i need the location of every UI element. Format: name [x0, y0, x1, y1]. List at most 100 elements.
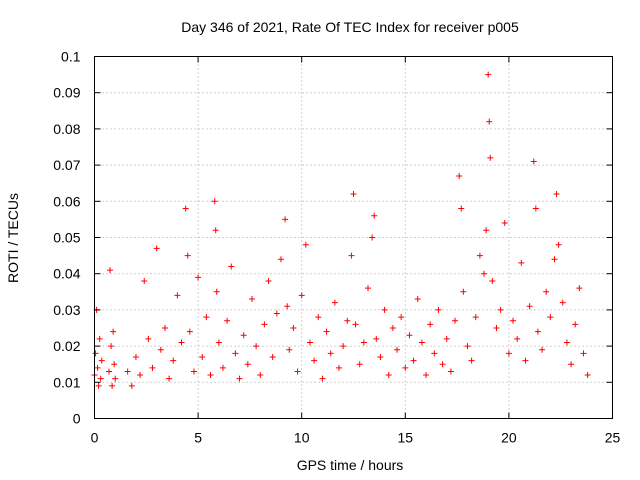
roti-point — [228, 263, 235, 270]
roti-point — [186, 328, 193, 335]
roti-point — [215, 339, 222, 346]
roti-point — [584, 372, 591, 379]
roti-point — [166, 375, 173, 382]
roti-point — [236, 375, 243, 382]
roti-point — [340, 343, 347, 350]
roti-point — [360, 339, 367, 346]
roti-point — [327, 350, 334, 357]
roti-point — [174, 292, 181, 299]
roti-point — [284, 303, 291, 310]
roti-point — [526, 303, 533, 310]
roti-point — [240, 332, 247, 339]
roti-point — [128, 382, 135, 389]
roti-point — [483, 227, 490, 234]
y-tick-label: 0.09 — [53, 85, 80, 101]
roti-point — [112, 375, 119, 382]
roti-point — [111, 361, 118, 368]
roti-point — [153, 245, 160, 252]
roti-point — [302, 241, 309, 248]
roti-point — [106, 368, 113, 375]
y-tick-label: 0.05 — [53, 230, 80, 246]
roti-point — [543, 288, 550, 295]
roti-point — [96, 335, 103, 342]
y-axis-label: ROTI / TECUs — [5, 193, 21, 283]
roti-point — [371, 212, 378, 219]
roti-point — [534, 328, 541, 335]
roti-point — [137, 372, 144, 379]
roti-point — [394, 346, 401, 353]
roti-point — [497, 306, 504, 313]
roti-point — [406, 332, 413, 339]
roti-point — [522, 357, 529, 364]
grid — [94, 56, 613, 419]
roti-point — [298, 292, 305, 299]
roti-point — [472, 314, 479, 321]
roti-point — [107, 267, 114, 274]
roti-point — [97, 375, 104, 382]
roti-point — [203, 314, 210, 321]
roti-point — [489, 277, 496, 284]
roti-point — [319, 375, 326, 382]
roti-point — [431, 350, 438, 357]
roti-point — [350, 191, 357, 198]
roti-point — [410, 357, 417, 364]
roti-point — [530, 158, 537, 165]
roti-point — [149, 364, 156, 371]
roti-point — [464, 343, 471, 350]
data-points — [91, 71, 591, 389]
roti-point — [157, 346, 164, 353]
y-tick-label: 0.08 — [53, 121, 80, 137]
roti-point — [373, 335, 380, 342]
roti-point — [109, 382, 116, 389]
roti-point — [532, 205, 539, 212]
roti-point — [244, 361, 251, 368]
x-tick-label: 0 — [91, 430, 99, 446]
roti-point — [568, 361, 575, 368]
y-tick-label: 0.07 — [53, 157, 80, 173]
roti-point — [485, 71, 492, 78]
roti-point — [95, 382, 102, 389]
roti-point — [212, 227, 219, 234]
roti-point — [213, 288, 220, 295]
roti-point — [458, 205, 465, 212]
roti-point — [369, 234, 376, 241]
roti-point — [315, 314, 322, 321]
roti-point — [182, 205, 189, 212]
roti-point — [398, 314, 405, 321]
roti-point — [501, 220, 508, 227]
roti-point — [381, 306, 388, 313]
roti-point — [170, 357, 177, 364]
y-tick-label: 0.06 — [53, 193, 80, 209]
roti-point — [487, 154, 494, 161]
roti-point — [486, 118, 493, 125]
roti-point — [576, 285, 583, 292]
roti-point — [389, 325, 396, 331]
roti-point — [439, 361, 446, 368]
x-axis-label: GPS time / hours — [297, 457, 404, 473]
x-tick-label: 15 — [398, 430, 414, 446]
y-tick-label: 0.02 — [53, 338, 80, 354]
roti-point — [514, 335, 521, 342]
roti-point — [124, 368, 131, 375]
roti-point — [456, 172, 463, 179]
roti-point — [468, 357, 475, 364]
roti-point — [199, 353, 206, 360]
roti-point — [110, 328, 117, 335]
roti-point — [294, 368, 301, 375]
roti-point — [92, 350, 99, 357]
roti-point — [414, 296, 421, 303]
roti-point — [377, 353, 384, 360]
roti-point — [580, 350, 587, 357]
roti-point — [435, 306, 442, 313]
roti-point — [269, 353, 276, 360]
roti-point — [356, 361, 363, 368]
roti-point — [518, 259, 525, 266]
roti-point — [493, 325, 500, 331]
roti-point — [195, 274, 202, 281]
axis-ticks: 0 5 10 15 20 25 0 0.01 0.02 0.03 0.04 0.05 0.06 0.07 0… — [53, 49, 620, 446]
roti-point — [402, 364, 409, 371]
x-tick-label: 5 — [194, 430, 202, 446]
roti-point — [178, 339, 185, 346]
